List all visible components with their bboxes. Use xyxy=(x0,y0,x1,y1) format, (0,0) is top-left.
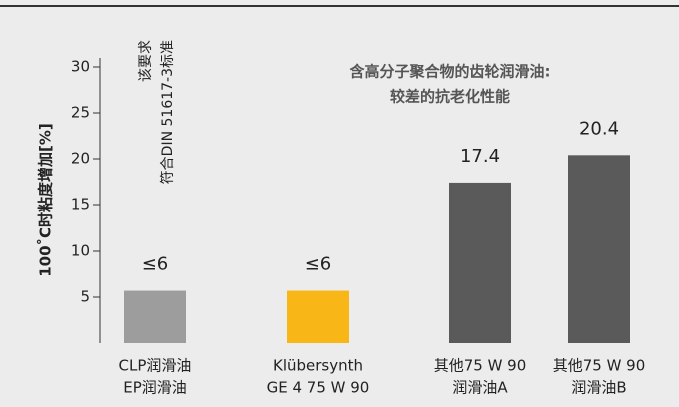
x-tick-label: 其他75 W 90 xyxy=(553,357,646,375)
value-label: 17.4 xyxy=(460,146,500,167)
x-tick-label: 其他75 W 90 xyxy=(434,357,527,375)
x-tick-label: 润滑油B xyxy=(571,379,626,397)
y-tick-label: 25 xyxy=(71,104,90,122)
x-tick-label: CLP润滑油 xyxy=(119,357,192,375)
x-tick-label: Klübersynth xyxy=(273,357,363,375)
y-axis-label: 100˚C时粘度增加[%] xyxy=(37,123,55,277)
bar xyxy=(568,155,630,343)
y-tick-label: 5 xyxy=(80,288,90,306)
x-tick-label: GE 4 75 W 90 xyxy=(267,379,370,397)
x-tick-label: EP润滑油 xyxy=(123,379,187,397)
bar xyxy=(287,290,349,343)
bar xyxy=(449,182,511,343)
value-label: ≤6 xyxy=(142,254,169,275)
value-label: ≤6 xyxy=(305,254,332,275)
annotation: 较差的抗老化性能 xyxy=(390,88,510,106)
note: 符合DIN 51617-3标准 xyxy=(160,40,176,184)
y-tick-label: 20 xyxy=(71,150,90,168)
x-tick-label: 润滑油A xyxy=(452,379,508,397)
note: 该要求 xyxy=(138,40,154,82)
annotation: 含高分子聚合物的齿轮润滑油: xyxy=(350,63,551,81)
y-tick-label: 10 xyxy=(71,242,90,260)
y-tick-label: 15 xyxy=(71,196,90,214)
y-tick-label: 30 xyxy=(71,58,90,76)
value-label: 20.4 xyxy=(579,118,619,139)
bar xyxy=(124,290,186,343)
